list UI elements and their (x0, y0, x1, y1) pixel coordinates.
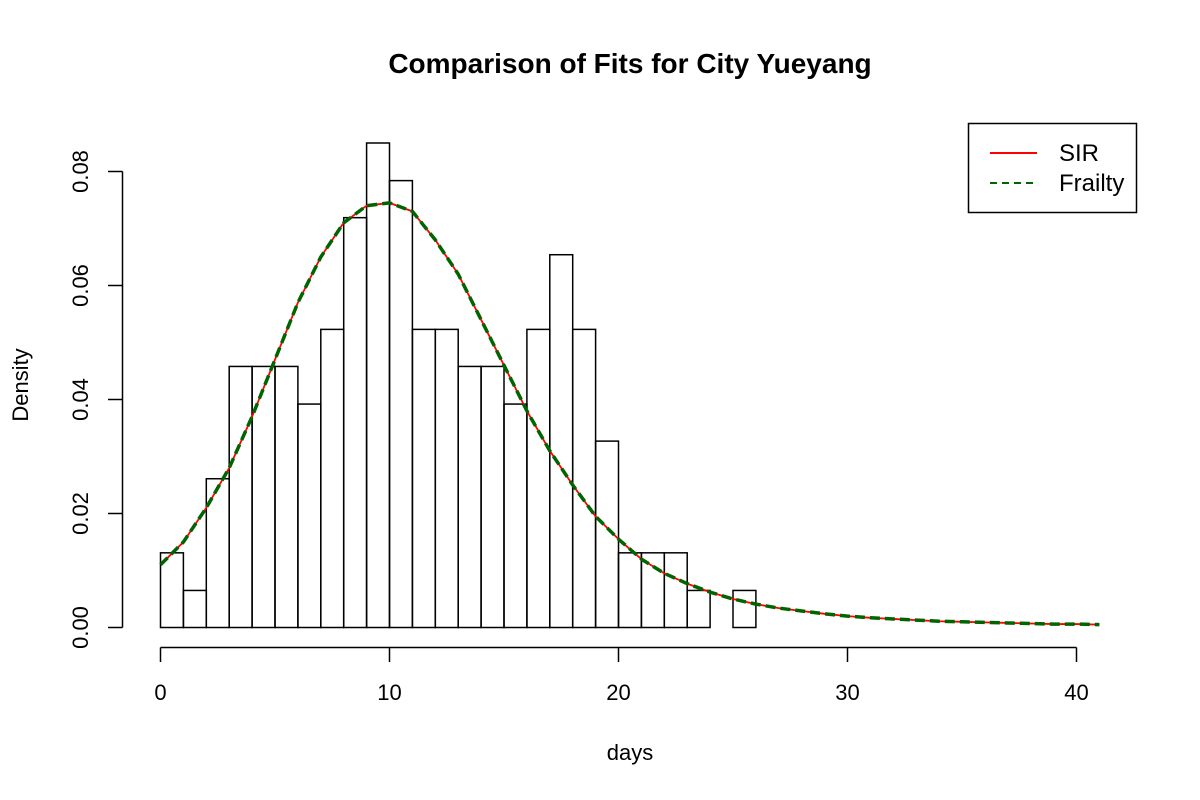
histogram-bar (526, 328, 551, 629)
histogram-bar (228, 365, 253, 629)
legend: SIR Frailty (967, 122, 1138, 214)
y-tick-label: 0.06 (68, 264, 93, 307)
histogram-bar (388, 179, 414, 629)
histogram-bar (663, 552, 688, 629)
histogram-bar (320, 328, 345, 629)
histogram-bar (411, 328, 437, 629)
chart-title: Comparison of Fits for City Yueyang (388, 48, 871, 79)
x-axis: 0 10 20 30 40 (154, 646, 1089, 705)
x-axis-label: days (607, 740, 653, 765)
x-tick-label: 30 (835, 680, 859, 705)
histogram-bar (617, 552, 643, 629)
histogram-bar (274, 365, 299, 629)
histogram-bar (159, 552, 185, 629)
legend-box (967, 122, 1138, 214)
histogram-bar (182, 589, 208, 629)
histogram-bar (457, 365, 482, 629)
histogram-bar (594, 440, 620, 629)
x-tick-label: 0 (154, 680, 166, 705)
histogram-bar (549, 253, 574, 629)
x-tick-label: 40 (1064, 680, 1088, 705)
histogram-bars (159, 142, 757, 629)
histogram-bar (365, 142, 391, 629)
histogram-bar (686, 589, 711, 629)
histogram-bar (297, 403, 322, 629)
legend-label-frailty: Frailty (1059, 170, 1124, 197)
y-tick-label: 0.08 (68, 150, 93, 193)
series-line-frailty (159, 201, 1100, 627)
y-tick-label: 0.02 (68, 492, 93, 535)
histogram-bar (640, 552, 666, 629)
y-axis: 0.00 0.02 0.04 0.06 0.08 (68, 150, 124, 649)
histogram-bar (732, 589, 757, 629)
histogram-bar (571, 328, 597, 629)
x-tick-label: 10 (377, 680, 401, 705)
x-tick-label: 20 (606, 680, 630, 705)
y-tick-label: 0.00 (68, 606, 93, 649)
histogram-bar (480, 365, 505, 629)
histogram-bar (434, 328, 459, 629)
y-axis-label: Density (8, 348, 33, 421)
legend-label-sir: SIR (1059, 140, 1099, 167)
series-line-sir (159, 201, 1100, 626)
histogram-bar (342, 216, 368, 629)
y-tick-label: 0.04 (68, 378, 93, 421)
histogram-bar (503, 403, 528, 629)
fit-curves (159, 201, 1100, 627)
